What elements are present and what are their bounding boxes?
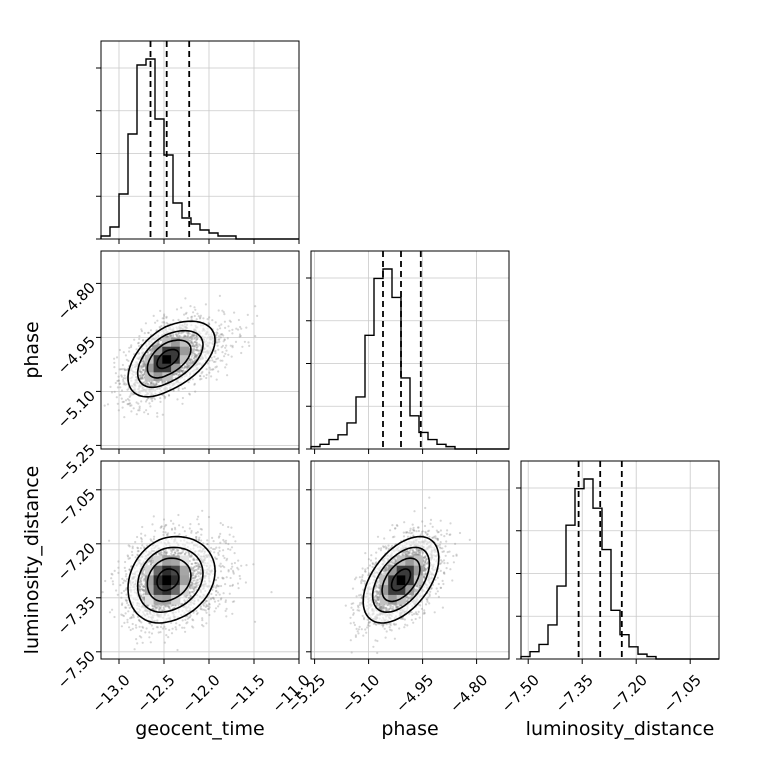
xtick-label-geocent_time-3: −11.5 <box>224 671 269 716</box>
contour-phase-luminosity_distance-0 <box>390 568 412 592</box>
histogram-panel-geocent_time <box>96 40 300 244</box>
contour-geocent_time-phase-0 <box>156 348 180 370</box>
histogram-step-luminosity_distance <box>520 478 719 660</box>
xtick-label-luminosity_distance-3: −7.05 <box>660 671 705 716</box>
xtick-label-geocent_time-1: −12.5 <box>134 671 179 716</box>
histogram-step-phase <box>310 268 509 450</box>
ytick-label-phase-1: −5.10 <box>54 387 99 432</box>
contour-phase-luminosity_distance-2 <box>371 546 431 614</box>
ytick-label-luminosity_distance-0: −7.50 <box>54 647 99 692</box>
contour-geocent_time-phase-3 <box>127 320 216 398</box>
histogram-step-geocent_time <box>100 58 299 240</box>
xtick-label-phase-2: −4.95 <box>392 671 437 716</box>
ytick-label-luminosity_distance-3: −7.05 <box>54 485 99 530</box>
contour-phase-luminosity_distance-1 <box>381 557 421 603</box>
ytick-label-luminosity_distance-2: −7.20 <box>54 539 99 584</box>
xtick-label-luminosity_distance-1: −7.35 <box>552 671 597 716</box>
contour-geocent_time-luminosity_distance-3 <box>127 535 216 624</box>
ytick-label-phase-0: −5.25 <box>54 441 99 486</box>
panel-frame-phase-luminosity_distance <box>310 460 510 660</box>
scatter-panel-geocent_time-luminosity_distance <box>96 460 300 664</box>
xlabel-geocent_time: geocent_time <box>135 718 264 740</box>
xtick-label-phase-3: −4.80 <box>446 671 491 716</box>
histogram-panel-luminosity_distance <box>516 460 720 664</box>
contour-geocent_time-luminosity_distance-2 <box>136 546 204 614</box>
xlabel-luminosity_distance: luminosity_distance <box>526 718 715 740</box>
ytick-label-luminosity_distance-1: −7.35 <box>54 593 99 638</box>
xtick-label-geocent_time-0: −13.0 <box>89 671 134 716</box>
scatter-panel-phase-luminosity_distance <box>306 460 510 664</box>
contour-phase-luminosity_distance-3 <box>362 535 440 624</box>
xtick-label-geocent_time-2: −12.0 <box>179 671 224 716</box>
ytick-label-phase-2: −4.95 <box>54 333 99 378</box>
xtick-label-luminosity_distance-0: −7.50 <box>498 671 543 716</box>
xtick-label-luminosity_distance-2: −7.20 <box>606 671 651 716</box>
ytick-label-phase-3: −4.80 <box>54 279 99 324</box>
panel-frame-geocent_time <box>100 40 300 240</box>
panel-frame-luminosity_distance <box>520 460 720 660</box>
ylabel-luminosity_distance: luminosity_distance <box>21 466 43 655</box>
contour-geocent_time-phase-2 <box>136 329 204 389</box>
contour-geocent_time-luminosity_distance-1 <box>146 557 192 603</box>
contour-geocent_time-luminosity_distance-0 <box>156 568 180 592</box>
xlabel-phase: phase <box>381 718 438 740</box>
panel-frame-geocent_time-phase <box>100 250 300 450</box>
panel-frame-phase <box>310 250 510 450</box>
ylabel-phase: phase <box>21 321 43 378</box>
panel-frame-geocent_time-luminosity_distance <box>100 460 300 660</box>
xtick-label-phase-1: −5.10 <box>338 671 383 716</box>
scatter-panel-geocent_time-phase <box>96 250 300 454</box>
histogram-panel-phase <box>306 250 510 454</box>
contour-geocent_time-phase-1 <box>146 339 192 379</box>
